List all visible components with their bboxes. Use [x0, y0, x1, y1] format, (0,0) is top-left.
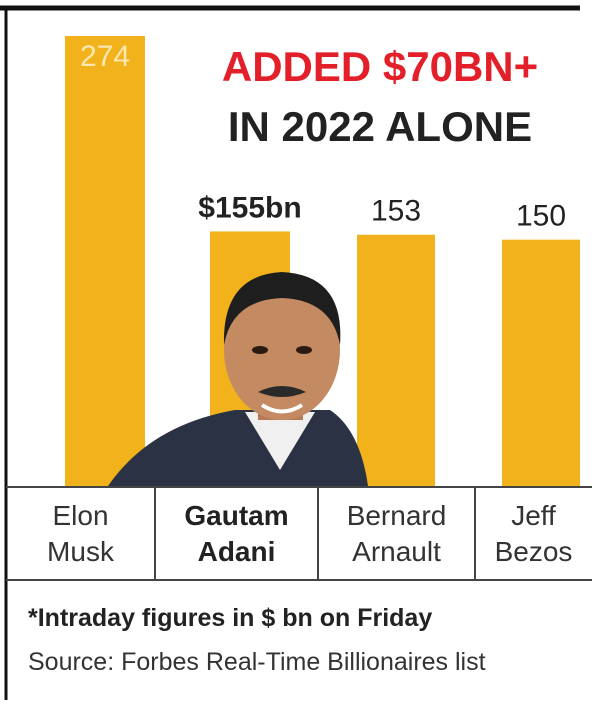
- value-label: 274: [80, 40, 130, 73]
- source: Source: Forbes Real-Time Billionaires li…: [28, 648, 486, 676]
- category-label: Bernard Arnault: [346, 500, 447, 567]
- category-label: Gautam Adani: [184, 500, 289, 567]
- footnote: *Intraday figures in $ bn on Friday: [28, 604, 433, 632]
- bar: [502, 239, 580, 486]
- category-label: Elon Musk: [47, 500, 114, 567]
- chart-title: ADDED $70BN+: [222, 43, 538, 90]
- portrait-part: [252, 346, 268, 354]
- portrait-part: [245, 412, 315, 470]
- portrait-part: [296, 346, 312, 354]
- portrait-part: [108, 410, 368, 486]
- chart-subtitle: IN 2022 ALONE: [228, 103, 532, 150]
- portrait-part: [260, 403, 304, 414]
- portrait: [108, 272, 368, 486]
- portrait-part: [224, 280, 340, 420]
- bar: [357, 234, 435, 486]
- bar: [65, 36, 145, 486]
- value-label: 153: [371, 195, 421, 228]
- portrait-part: [223, 272, 341, 345]
- value-label: 150: [516, 200, 566, 233]
- value-label: $155bn: [198, 191, 301, 224]
- category-label: Jeff Bezos: [494, 500, 573, 567]
- portrait-part: [258, 386, 306, 397]
